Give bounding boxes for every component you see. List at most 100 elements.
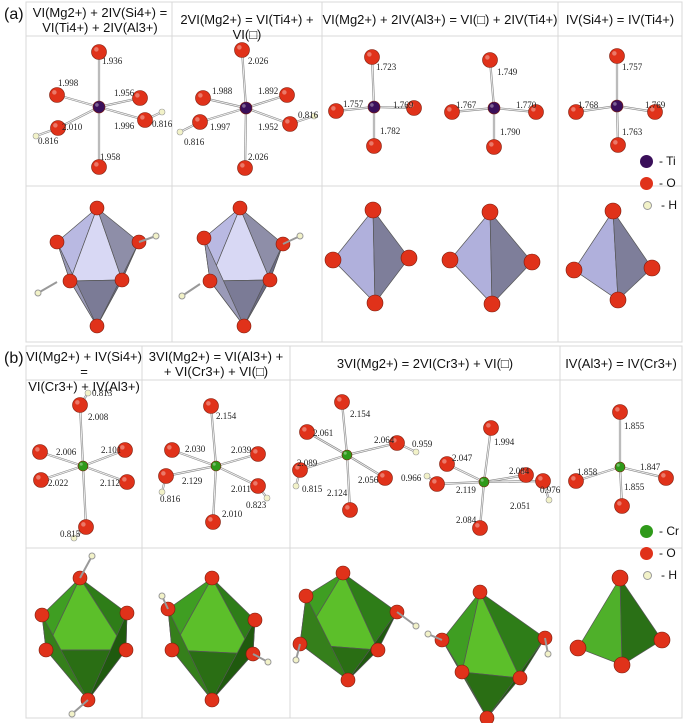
oxygen-atom (647, 104, 663, 120)
oxygen-atom (279, 87, 295, 103)
legend-panel-a: - Ti - O - H (640, 150, 677, 216)
oxygen-atom-shine (35, 447, 40, 452)
oxygen-atom (328, 103, 344, 119)
bond-length-label: 2.010 (62, 122, 83, 132)
bond-length-label: 1.996 (114, 121, 135, 131)
titanium-atom (487, 101, 501, 115)
oxygen-atom (205, 514, 221, 530)
oxygen-atom (158, 468, 174, 484)
oxygen-atom-shine (208, 517, 213, 522)
bond-length-label: 1.757 (343, 99, 364, 109)
bond-length-label: 2.026 (248, 152, 269, 162)
octahedron-cr (41, 614, 89, 701)
oxygen-atom (658, 470, 674, 486)
oxygen-atom (196, 230, 212, 246)
oxygen-atom-shine (94, 162, 99, 167)
oxygen-atom (72, 397, 88, 413)
header-a1: VI(Mg2+) + 2IV(Si4+) = VI(Ti4+) + 2IV(Al… (28, 5, 172, 35)
oxygen-atom (324, 251, 342, 269)
oxygen-atom-shine (237, 45, 242, 50)
oxygen-atom-shine (571, 107, 576, 112)
hydrogen-atom (423, 472, 431, 480)
oxygen-atom (481, 203, 499, 221)
titanium-atom (610, 99, 624, 113)
bond-highlight (241, 49, 247, 109)
oxygen-atom-shine (253, 449, 258, 454)
octahedron-ti (56, 241, 98, 327)
oxygen-atom (192, 114, 208, 130)
oxygen-atom (479, 710, 495, 723)
header-a1-line2: VI(Ti4+) + 2IV(Al3+) (42, 20, 158, 35)
oxygen-atom (444, 104, 460, 120)
oxygen-atom-shine (120, 445, 125, 450)
bond-highlight (341, 401, 348, 456)
oxygen-atom (292, 462, 308, 478)
oxygen-atom (335, 565, 351, 581)
oxygen-atom (406, 100, 422, 116)
bond-length-label: 1.855 (624, 421, 645, 431)
titanium-atom-shine (613, 102, 617, 106)
hydrogen-atom (32, 132, 40, 140)
bond-length-label: 0.816 (38, 136, 59, 146)
oxygen-atom-shine (538, 476, 543, 481)
octahedron-cr (87, 612, 128, 701)
bond-length-label: 1.782 (380, 126, 400, 136)
oxygen-atom-shine (295, 465, 300, 470)
oxygen-atom (50, 120, 66, 136)
bond-length-label: 1.768 (578, 100, 599, 110)
oxygen-atom-shine (486, 423, 491, 428)
legend-cr: - Cr (640, 520, 679, 542)
oxygen-atom-shine (613, 140, 618, 145)
bond-length-label: 2.008 (88, 412, 109, 422)
titanium-atom-shine (370, 103, 374, 107)
oxygen-atom (282, 116, 298, 132)
bond-highlight (436, 481, 485, 485)
bond-length-label: 2.101 (101, 445, 121, 455)
bond-length-label: 2.030 (185, 444, 206, 454)
oxygen-atom-shine (612, 51, 617, 56)
bond-length-label: 2.119 (456, 485, 476, 495)
oxygen-atom-shine (369, 141, 374, 146)
oxygen-atom-shine (432, 479, 437, 484)
oxygen-atom (614, 498, 630, 514)
bond-length-label: 0.815 (60, 529, 81, 539)
octahedron-cr (299, 594, 349, 681)
chromium-atom-shine (480, 478, 484, 482)
chromium-atom-shine (79, 462, 83, 466)
hydrogen-atom (178, 292, 186, 300)
oxygen-atom-shine (617, 501, 622, 506)
bond-length-label: 1.952 (258, 122, 278, 132)
oxygen-atom-shine (253, 481, 258, 486)
bond-length-label: 0.966 (401, 473, 422, 483)
bond-highlight (212, 465, 217, 523)
oxygen-atom (518, 467, 534, 483)
oxygen-atom-shine (409, 103, 414, 108)
oxygen-atom-shine (135, 93, 140, 98)
oxygen-atom (32, 444, 48, 460)
oxygen-atom-shine (337, 397, 342, 402)
legend-cr-label: - Cr (659, 524, 679, 538)
hydrogen-atom (412, 448, 420, 456)
bond-length-label: 1.936 (102, 56, 123, 66)
oxygen-atom (34, 607, 50, 623)
bond-length-label: 2.154 (216, 411, 237, 421)
legend-h-b-label: - H (661, 568, 677, 582)
oxygen-atom-shine (661, 473, 666, 478)
hydrogen-atom (544, 650, 552, 658)
hydrogen-atom (310, 112, 318, 120)
oxygen-atom (472, 584, 488, 600)
octahedron-cr (461, 671, 521, 719)
oxygen-atom (483, 420, 499, 436)
bond-length-label: 1.769 (393, 100, 414, 110)
oxygen-atom (643, 259, 661, 277)
chromium-atom (341, 449, 353, 461)
bond-length-label: 1.723 (376, 62, 397, 72)
bond-highlight (199, 107, 247, 123)
bond-highlight (244, 107, 247, 169)
bond-length-label: 1.994 (494, 437, 515, 447)
bond-length-label: 1.892 (258, 86, 278, 96)
bond-length-label: 2.061 (313, 428, 333, 438)
hydrogen-atom (34, 289, 42, 297)
bond-length-label: 2.129 (182, 476, 203, 486)
legend-o-a: - O (640, 172, 677, 194)
